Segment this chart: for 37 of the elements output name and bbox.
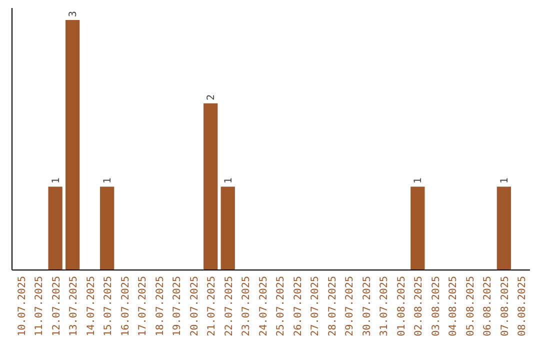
x-tick-label: 06.08.2025 [482, 276, 494, 336]
x-tick-label: 26.07.2025 [292, 276, 304, 336]
x-tick-label: 10.07.2025 [16, 276, 28, 336]
data-label: 1 [50, 178, 62, 184]
x-tick-label: 03.08.2025 [430, 276, 442, 336]
x-tick-label: 16.07.2025 [120, 276, 132, 336]
x-tick-label: 08.08.2025 [517, 276, 528, 336]
x-tick-label: 22.07.2025 [224, 276, 235, 336]
x-tick-label: 19.07.2025 [172, 276, 184, 336]
x-tick-label: 25.07.2025 [276, 276, 287, 336]
data-label: 1 [102, 178, 114, 184]
x-tick-label: 18.07.2025 [154, 276, 166, 336]
x-tick-label: 14.07.2025 [86, 276, 97, 336]
data-label: 2 [206, 94, 218, 100]
x-tick-label: 20.07.2025 [189, 276, 200, 336]
x-tick-label: 27.07.2025 [310, 276, 322, 336]
x-tick-label: 13.07.2025 [68, 276, 80, 336]
x-tick-label: 15.07.2025 [103, 276, 114, 336]
x-tick-label: 07.08.2025 [500, 276, 511, 336]
x-tick-label: 02.08.2025 [414, 276, 425, 336]
data-label: 1 [413, 178, 424, 184]
x-tick-label: 23.07.2025 [241, 276, 252, 336]
x-tick-label: 11.07.2025 [34, 276, 46, 336]
data-label: 3 [68, 10, 80, 17]
x-tick-label: 24.07.2025 [258, 276, 270, 336]
x-tick-label: 01.08.2025 [396, 276, 408, 336]
x-tick-label: 31.07.2025 [379, 276, 390, 336]
x-tick-label: 29.07.2025 [344, 276, 356, 336]
x-tick-label: 17.07.2025 [138, 276, 149, 336]
x-tick-label: 05.08.2025 [465, 276, 476, 336]
x-tick-label: 21.07.2025 [206, 276, 218, 336]
x-tick-label: 28.07.2025 [327, 276, 338, 336]
data-label: 1 [223, 178, 234, 184]
data-label: 1 [499, 178, 510, 184]
x-tick-label: 04.08.2025 [448, 276, 460, 336]
x-tick-label: 12.07.2025 [51, 276, 62, 336]
x-tick-label: 30.07.2025 [362, 276, 373, 336]
